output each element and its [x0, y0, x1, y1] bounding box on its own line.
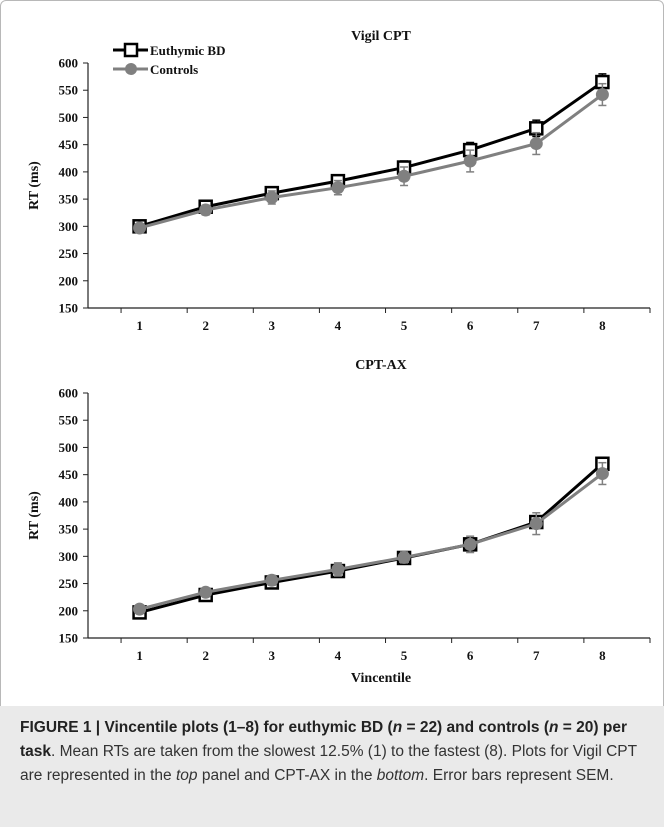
y-tick-label: 250 [59, 576, 79, 591]
data-point-marker [397, 169, 411, 183]
data-point-marker [529, 137, 543, 151]
y-tick-label: 200 [59, 603, 79, 618]
x-tick-label: 5 [401, 318, 408, 333]
x-tick-label: 6 [467, 648, 474, 663]
y-tick-label: 350 [59, 192, 79, 207]
data-point-marker [595, 467, 609, 481]
caption-text-1: . Mean RTs are taken from the slowest 12… [20, 743, 637, 784]
chart-panel-1: Vigil CPT 150 200 250 300 350 400 450 500 550 600 1… [27, 29, 651, 333]
caption-background [0, 706, 664, 827]
legend-label: Controls [150, 62, 198, 77]
caption-text-2: panel and CPT-AX in the [197, 767, 377, 784]
data-point-marker [331, 181, 345, 195]
data-point-marker [595, 88, 609, 102]
x-tick-label: 4 [335, 318, 342, 333]
data-point-marker [463, 154, 477, 168]
data-point-marker [133, 602, 147, 616]
data-point-marker [397, 550, 411, 564]
x-tick-label: 2 [202, 648, 209, 663]
y-tick-label: 500 [59, 110, 79, 125]
y-axis-label: RT (ms) [27, 491, 42, 540]
data-point-marker [529, 517, 543, 531]
legend-marker [123, 42, 139, 58]
chart-title: Vigil CPT [351, 29, 411, 44]
data-point-marker [199, 203, 213, 217]
series-controls [133, 82, 609, 235]
x-tick-label: 4 [335, 648, 342, 663]
y-tick-label: 450 [59, 467, 79, 482]
figure-frame [0, 0, 664, 770]
y-tick-label: 450 [59, 137, 79, 152]
data-point-marker [331, 562, 345, 576]
caption-text-3: . Error bars represent SEM. [424, 767, 614, 784]
y-tick-label: 550 [59, 413, 79, 428]
data-point-marker [265, 573, 279, 587]
y-axis-label: RT (ms) [27, 161, 42, 210]
x-tick-label: 3 [269, 318, 276, 333]
caption-separator: | [91, 719, 105, 736]
y-tick-label: 600 [59, 56, 79, 71]
x-tick-label: 7 [533, 648, 540, 663]
chart-panel-2: CPT-AX 150 200 250 300 350 400 450 500 550 600 1 2 3 4… [27, 358, 651, 686]
series-line [139, 93, 604, 230]
y-tick-label: 200 [59, 273, 79, 288]
y-tick-label: 150 [59, 631, 79, 646]
caption-top-word: top [175, 767, 198, 784]
y-tick-label: 250 [59, 246, 79, 261]
x-tick-label: 7 [533, 318, 540, 333]
y-tick-label: 150 [59, 301, 79, 316]
caption-n-2: n [549, 719, 559, 736]
caption-n-1: n [392, 719, 403, 736]
legend-label: Euthymic BD [150, 43, 225, 58]
legend-marker [125, 63, 137, 75]
figure-caption: FIGURE 1 | Vincentile plots (1–8) for eu… [20, 716, 650, 788]
data-point-marker [199, 585, 213, 599]
x-tick-label: 6 [467, 318, 474, 333]
caption-label: FIGURE 1 [20, 719, 92, 736]
caption-bold-2: = 22) and controls ( [402, 719, 550, 736]
x-tick-label: 8 [599, 648, 606, 663]
y-tick-label: 550 [59, 83, 79, 98]
x-axis-label: Vincentile [351, 671, 411, 686]
data-point-marker [133, 221, 147, 235]
figure-charts: Vigil CPT 150 200 250 300 350 400 450 500 550 600 1… [27, 29, 651, 686]
x-tick-label: 5 [401, 648, 408, 663]
series-line [139, 472, 604, 611]
data-point-marker [265, 190, 279, 204]
y-tick-label: 350 [59, 522, 79, 537]
x-tick-label: 8 [599, 318, 606, 333]
caption-bold-3: = 20) per task [20, 719, 627, 760]
series-line [139, 80, 604, 228]
x-tick-label: 1 [136, 648, 143, 663]
legend: Euthymic BD Controls [113, 42, 225, 77]
data-point-marker [463, 537, 477, 551]
y-tick-label: 300 [59, 219, 79, 234]
series-controls [133, 461, 609, 616]
caption-bottom-word: bottom [376, 767, 425, 784]
y-tick-label: 300 [59, 549, 79, 564]
x-tick-label: 3 [269, 648, 276, 663]
x-tick-label: 2 [202, 318, 209, 333]
chart-title: CPT-AX [355, 358, 407, 373]
y-tick-label: 600 [59, 386, 79, 401]
y-tick-label: 500 [59, 440, 79, 455]
caption-bold-1: Vincentile plots (1–8) for euthymic BD ( [104, 719, 393, 736]
y-tick-label: 400 [59, 494, 79, 509]
y-tick-label: 400 [59, 164, 79, 179]
x-tick-label: 1 [136, 318, 143, 333]
